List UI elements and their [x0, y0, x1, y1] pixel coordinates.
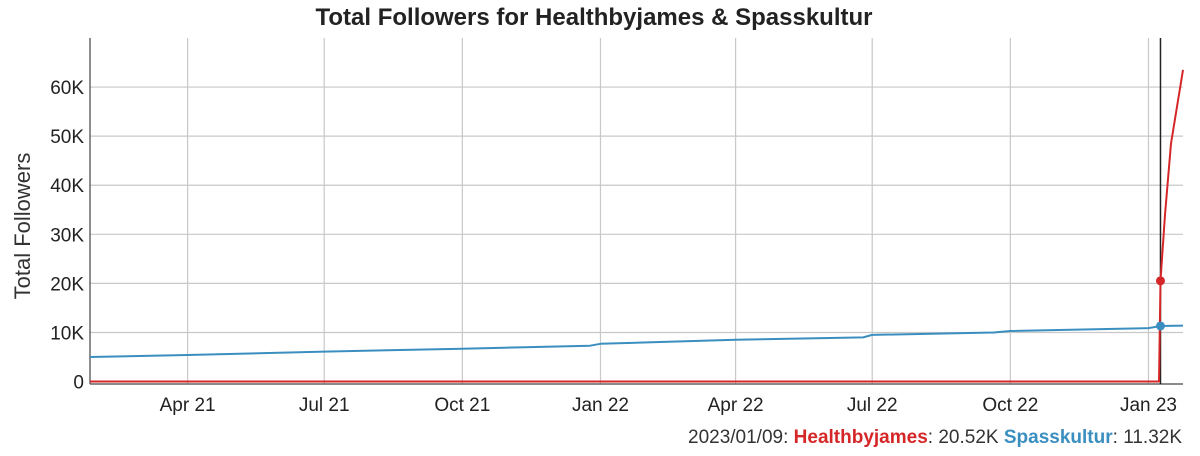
y-tick-label: 0 [73, 373, 84, 394]
x-axis-ticks: Apr 21 Jul 21 Oct 21 Jan 22 Apr 22 Jul 22 Oct … [160, 395, 1177, 416]
series-lines [89, 69, 1184, 383]
series-line-spasskultur [89, 324, 1184, 358]
hover-markers [1155, 276, 1165, 331]
x-tick-label: Apr 22 [708, 395, 764, 416]
status-date: 2023/01/09 [688, 427, 783, 448]
status-separator: : [1113, 427, 1124, 448]
x-tick-label: Oct 21 [434, 395, 490, 416]
x-tick-label: Oct 22 [982, 395, 1038, 416]
y-tick-label: 30K [50, 225, 84, 246]
series-line-healthbyjames [90, 69, 1184, 383]
status-separator: : [783, 427, 794, 448]
marker-spasskultur [1155, 321, 1165, 331]
x-tick-label: Apr 21 [160, 395, 216, 416]
status-value-spasskultur: 11.32K [1123, 427, 1182, 448]
y-axis-ticks: 0 10K 20K 30K 40K 50K 60K [50, 78, 84, 393]
status-separator: : [928, 427, 939, 448]
y-tick-label: 20K [50, 274, 84, 295]
y-tick-label: 10K [50, 323, 84, 344]
chart-title: Total Followers for Healthbyjames & Spas… [315, 4, 872, 31]
gridlines [90, 38, 1183, 384]
x-tick-label: Jul 21 [299, 395, 350, 416]
y-tick-label: 40K [50, 176, 84, 197]
status-name-spasskultur: Spasskultur [1004, 427, 1113, 448]
y-tick-label: 60K [50, 78, 84, 99]
x-tick-label: Jul 22 [847, 395, 898, 416]
hover-status-line: 2023/01/09: Healthbyjames: 20.52K Spassk… [688, 427, 1182, 448]
x-tick-label: Jan 22 [572, 395, 629, 416]
x-tick-label: Jan 23 [1120, 395, 1177, 416]
status-value-healthbyjames: 20.52K [938, 427, 999, 448]
status-name-healthbyjames: Healthbyjames [794, 427, 928, 448]
y-tick-label: 50K [50, 127, 84, 148]
marker-healthbyjames [1155, 276, 1165, 286]
y-axis-label: Total Followers [10, 153, 35, 300]
